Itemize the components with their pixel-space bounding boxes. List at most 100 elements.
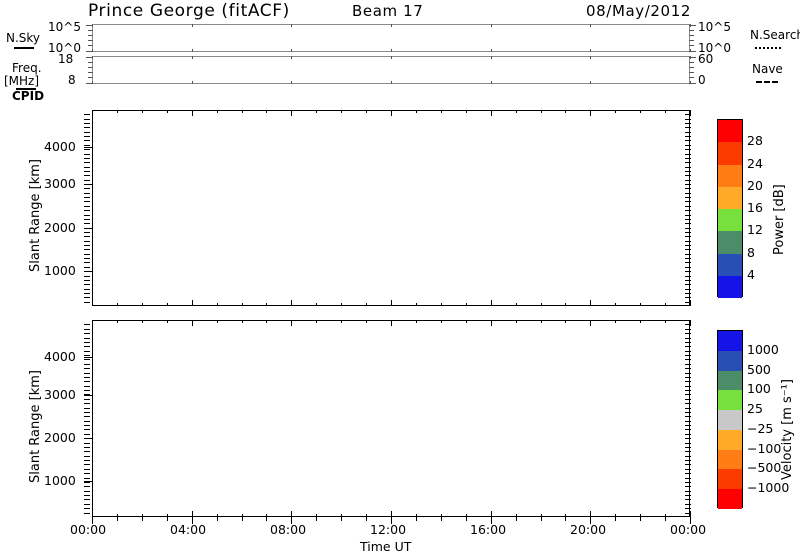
velocity-ytick-minor bbox=[685, 342, 691, 343]
velocity-ytick-minor bbox=[84, 364, 90, 365]
power-ytick-minor bbox=[84, 184, 90, 185]
velocity-colorbar[interactable] bbox=[717, 330, 743, 509]
power-ytick-minor bbox=[84, 175, 90, 176]
velocity-ytick-label: 2000 bbox=[44, 430, 76, 445]
power-ytick-minor bbox=[84, 223, 90, 224]
nsky-tick bbox=[88, 35, 93, 36]
velocity-xtick bbox=[291, 320, 292, 326]
velocity-ytick-minor bbox=[84, 482, 90, 483]
colorbar-tick-label: 12 bbox=[747, 222, 763, 238]
velocity-ytick-minor bbox=[685, 390, 691, 391]
power-ytick-minor bbox=[685, 180, 691, 181]
power-ytick-minor bbox=[84, 119, 90, 120]
power-ytick-minor bbox=[685, 149, 691, 150]
velocity-xtick bbox=[167, 514, 168, 517]
velocity-ytick-minor bbox=[685, 451, 691, 452]
power-ytick-minor bbox=[84, 197, 90, 198]
velocity-ytick-minor bbox=[685, 333, 691, 334]
velocity-ytick-minor bbox=[84, 346, 90, 347]
colorbar-segment bbox=[718, 331, 742, 351]
freq-tick bbox=[88, 77, 93, 78]
freq-ytick-min: 8 bbox=[68, 73, 76, 87]
power-xtick bbox=[466, 110, 467, 113]
velocity-ytick-label: 1000 bbox=[44, 473, 76, 488]
nsky-tick bbox=[689, 51, 696, 52]
velocity-plot-area[interactable] bbox=[92, 320, 690, 517]
velocity-ytick-minor bbox=[84, 513, 90, 514]
colorbar-tick-label: 24 bbox=[747, 155, 763, 171]
freq-xtick bbox=[590, 56, 591, 59]
power-ytick-minor bbox=[84, 228, 90, 229]
power-xtick bbox=[192, 110, 193, 116]
power-colorbar[interactable] bbox=[717, 119, 743, 298]
nsky-xtick bbox=[690, 24, 691, 27]
velocity-ytick-minor bbox=[685, 486, 691, 487]
velocity-ytick-minor bbox=[685, 478, 691, 479]
xaxis-tick bbox=[142, 517, 143, 521]
power-ytick-minor bbox=[685, 284, 691, 285]
power-xtick bbox=[665, 303, 666, 306]
colorbar-tick-label: 4 bbox=[747, 266, 755, 282]
velocity-ytick-major bbox=[84, 357, 93, 358]
freq-ytick-max: 18 bbox=[58, 52, 74, 66]
velocity-xtick bbox=[142, 514, 143, 517]
velocity-ytick-minor bbox=[685, 346, 691, 347]
colorbar-tick-label: 28 bbox=[747, 133, 763, 149]
power-ytick-minor bbox=[685, 193, 691, 194]
nsky-tick bbox=[88, 30, 93, 31]
velocity-ytick-minor bbox=[84, 495, 90, 496]
power-ytick-major bbox=[84, 147, 93, 148]
velocity-ytick-minor bbox=[685, 495, 691, 496]
power-ytick-minor bbox=[685, 188, 691, 189]
velocity-ytick-minor bbox=[84, 399, 90, 400]
power-xtick bbox=[615, 110, 616, 113]
velocity-ytick-minor bbox=[84, 425, 90, 426]
power-ytick-minor bbox=[84, 219, 90, 220]
xtick-label: 20:00 bbox=[570, 522, 607, 537]
power-xtick bbox=[441, 303, 442, 306]
nsky-tick bbox=[689, 35, 694, 36]
velocity-xtick bbox=[217, 514, 218, 517]
nsky-xtick bbox=[291, 24, 292, 27]
power-ytick-label: 1000 bbox=[44, 263, 76, 278]
power-xtick bbox=[341, 110, 342, 113]
nave-legend-swatch bbox=[756, 81, 778, 83]
freq-axis-label-line2: [MHz] bbox=[4, 74, 40, 88]
power-ytick-minor bbox=[84, 193, 90, 194]
power-plot-area[interactable] bbox=[92, 110, 690, 306]
velocity-ytick-label: 4000 bbox=[44, 349, 76, 364]
velocity-xtick bbox=[541, 320, 542, 323]
power-ytick-minor bbox=[685, 289, 691, 290]
power-ytick-minor bbox=[84, 123, 90, 124]
power-xtick bbox=[640, 303, 641, 306]
freq-xtick bbox=[590, 81, 591, 84]
velocity-xtick bbox=[167, 320, 168, 323]
power-xtick bbox=[590, 110, 591, 116]
velocity-colorbar-label: Velocity [m s⁻¹] bbox=[780, 379, 795, 480]
xaxis-tick bbox=[466, 517, 467, 521]
colorbar-tick-label: −1000 bbox=[747, 480, 790, 496]
colorbar-segment bbox=[718, 350, 742, 371]
velocity-ytick-minor bbox=[84, 412, 90, 413]
colorbar-segment bbox=[718, 469, 742, 490]
nsky-tick bbox=[689, 25, 696, 26]
power-ytick-minor bbox=[84, 236, 90, 237]
power-xtick bbox=[316, 110, 317, 113]
velocity-xtick bbox=[416, 514, 417, 517]
velocity-ytick-minor bbox=[84, 381, 90, 382]
power-xtick bbox=[92, 110, 93, 116]
velocity-ytick-minor bbox=[685, 482, 691, 483]
power-xtick bbox=[217, 303, 218, 306]
colorbar-segment bbox=[718, 253, 742, 276]
xaxis-label: Time UT bbox=[360, 539, 412, 554]
xtick-label: 12:00 bbox=[370, 522, 407, 537]
xaxis-tick bbox=[690, 517, 691, 524]
power-xtick bbox=[291, 110, 292, 116]
power-xtick bbox=[92, 300, 93, 306]
velocity-xtick bbox=[516, 320, 517, 323]
colorbar-segment bbox=[718, 410, 742, 430]
velocity-xtick bbox=[92, 511, 93, 517]
velocity-xtick bbox=[366, 320, 367, 323]
power-ytick-minor bbox=[84, 284, 90, 285]
power-ytick-minor bbox=[84, 258, 90, 259]
